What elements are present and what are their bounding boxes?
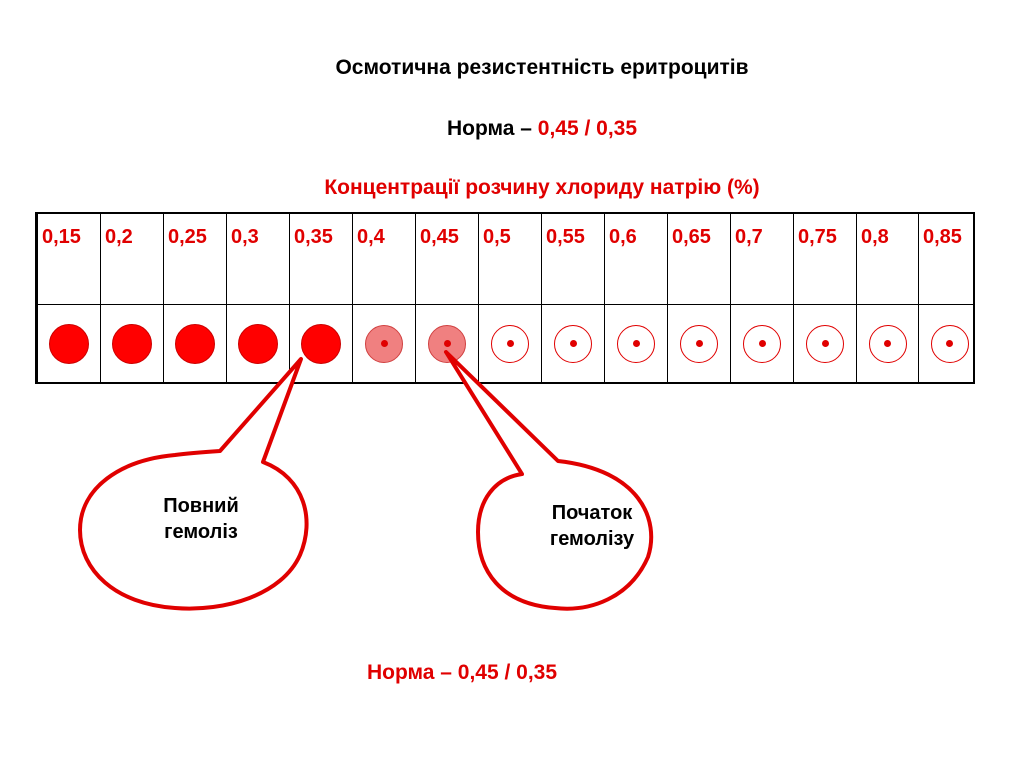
erythrocyte-cell bbox=[38, 305, 100, 382]
concentration-header: Концентрації розчину хлориду натрію (%) bbox=[324, 176, 760, 199]
concentration-label: 0,25 bbox=[168, 226, 207, 248]
cell-center bbox=[632, 340, 640, 347]
cell-center bbox=[946, 340, 953, 347]
concentration-label: 0,15 bbox=[42, 226, 81, 248]
hemolyzed-dot bbox=[175, 323, 215, 364]
intact-cell-dot bbox=[743, 324, 781, 363]
table-column: 0,25 bbox=[163, 214, 226, 382]
page-title: Осмотична резистентність еритроцитів bbox=[335, 56, 749, 79]
norma-line: Норма – 0,45 / 0,35 bbox=[0, 117, 1024, 141]
table-column: 0,35 bbox=[289, 214, 352, 382]
table-column: 0,6 bbox=[604, 214, 667, 382]
start-hemolysis-label: Початок гемолізу bbox=[517, 500, 667, 552]
concentration-label: 0,5 bbox=[483, 226, 511, 248]
start-hemolysis-line1: Початок bbox=[551, 502, 633, 524]
concentration-table: 0,15 0,2 0,25 0,3 0,35 0,4 0,45 0,5 0,55 0,6 0,65 0… bbox=[35, 212, 975, 384]
erythrocyte-cell bbox=[731, 305, 793, 382]
concentration-label: 0,75 bbox=[798, 226, 837, 248]
concentration-label: 0,45 bbox=[420, 226, 459, 248]
erythrocyte-cell bbox=[605, 305, 667, 382]
erythrocyte-cell bbox=[794, 305, 856, 382]
intact-cell-dot bbox=[930, 324, 969, 363]
concentration-label: 0,55 bbox=[546, 226, 585, 248]
table-column: 0,7 bbox=[730, 214, 793, 382]
concentration-label: 0,4 bbox=[357, 226, 385, 248]
erythrocyte-cell bbox=[164, 305, 226, 382]
intact-cell-dot bbox=[868, 324, 907, 363]
start-hemolysis-line2: гемолізу bbox=[549, 528, 635, 550]
cell-center bbox=[380, 340, 388, 347]
concentration-label: 0,2 bbox=[105, 226, 133, 248]
cell-center bbox=[695, 340, 703, 347]
erythrocyte-cell bbox=[668, 305, 730, 382]
concentration-label: 0,85 bbox=[923, 226, 962, 248]
table-column: 0,75 bbox=[793, 214, 856, 382]
concentration-label: 0,8 bbox=[861, 226, 889, 248]
erythrocyte-cell bbox=[101, 305, 163, 382]
table-column: 0,5 bbox=[478, 214, 541, 382]
intact-cell-dot bbox=[806, 324, 844, 363]
cell-center bbox=[569, 340, 577, 347]
cell-center bbox=[758, 340, 766, 347]
hemolyzed-dot bbox=[49, 323, 89, 364]
hemolyzed-dot bbox=[238, 323, 278, 364]
table-column: 0,55 bbox=[541, 214, 604, 382]
full-hemolysis-bubble bbox=[78, 357, 309, 611]
table-row-divider bbox=[37, 304, 973, 305]
concentration-label: 0,3 bbox=[231, 226, 259, 248]
erythrocyte-cell bbox=[353, 305, 415, 382]
cell-center bbox=[821, 340, 829, 347]
table-column: 0,4 bbox=[352, 214, 415, 382]
concentration-label: 0,6 bbox=[609, 226, 637, 248]
erythrocyte-cell bbox=[857, 305, 918, 382]
start-hemolysis-bubble bbox=[444, 350, 654, 611]
cell-center bbox=[443, 340, 451, 347]
concentration-label: 0,35 bbox=[294, 226, 333, 248]
norma-bottom: Норма – 0,45 / 0,35 bbox=[366, 661, 558, 684]
erythrocyte-cell bbox=[290, 305, 352, 382]
table-column: 0,2 bbox=[100, 214, 163, 382]
norma-prefix: Норма – bbox=[446, 117, 538, 140]
hemolyzed-dot bbox=[301, 323, 341, 364]
hemolyzed-dot bbox=[112, 323, 152, 364]
intact-cell-dot bbox=[617, 324, 655, 363]
norma-values: 0,45 / 0,35 bbox=[537, 117, 638, 140]
erythrocyte-cell bbox=[919, 305, 980, 382]
cell-center bbox=[884, 340, 891, 347]
erythrocyte-cell bbox=[542, 305, 604, 382]
table-column: 0,8 bbox=[856, 214, 918, 382]
concentration-label: 0,65 bbox=[672, 226, 711, 248]
table-column: 0,15 bbox=[37, 214, 100, 382]
concentration-label: 0,7 bbox=[735, 226, 763, 248]
erythrocyte-cell bbox=[227, 305, 289, 382]
intact-cell-dot bbox=[680, 324, 718, 363]
table-column: 0,3 bbox=[226, 214, 289, 382]
intact-cell-dot bbox=[491, 324, 529, 363]
full-hemolysis-label: Повний гемоліз bbox=[126, 493, 276, 545]
full-hemolysis-line1: Повний bbox=[163, 495, 239, 517]
full-hemolysis-line2: гемоліз bbox=[164, 521, 238, 543]
table-column: 0,85 bbox=[918, 214, 980, 382]
intact-cell-dot bbox=[554, 324, 592, 363]
cell-center bbox=[506, 340, 514, 347]
partial-hemolysis-dot bbox=[365, 324, 403, 363]
table-column: 0,65 bbox=[667, 214, 730, 382]
erythrocyte-cell bbox=[479, 305, 541, 382]
